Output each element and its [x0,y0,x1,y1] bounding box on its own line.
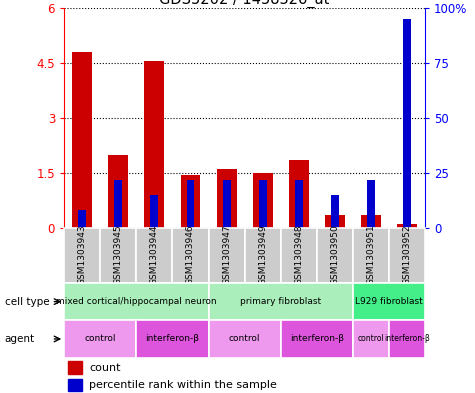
Bar [209,228,245,283]
Bar [180,175,200,228]
Bar [223,180,230,228]
Text: GSM1303947: GSM1303947 [222,224,231,285]
Text: GSM1303945: GSM1303945 [114,224,123,285]
Bar [367,180,375,228]
Bar [389,320,425,358]
Bar [68,379,82,391]
Bar [397,224,417,228]
Text: agent: agent [5,334,35,344]
Text: primary fibroblast: primary fibroblast [240,297,321,306]
Bar [361,215,381,228]
Bar [100,228,136,283]
Title: GDS5202 / 1458326_at: GDS5202 / 1458326_at [160,0,330,8]
Bar [78,210,86,228]
Bar [253,173,273,228]
Bar [325,215,345,228]
Text: count: count [89,362,121,373]
Text: percentile rank within the sample: percentile rank within the sample [89,380,277,390]
Text: interferon-β: interferon-β [145,334,200,343]
Bar [151,195,158,228]
Bar [281,228,317,283]
Bar [68,361,82,373]
Bar [144,61,164,228]
Bar [353,320,389,358]
Bar [245,228,281,283]
Text: L929 fibroblast: L929 fibroblast [355,297,423,306]
Text: GSM1303943: GSM1303943 [78,224,86,285]
Text: GSM1303950: GSM1303950 [331,224,339,285]
Bar [331,195,339,228]
Text: GSM1303946: GSM1303946 [186,224,195,285]
Text: cell type: cell type [5,297,49,307]
Bar [389,228,425,283]
Text: control: control [85,334,116,343]
Text: control: control [358,334,384,343]
Bar [64,320,136,358]
Bar [403,19,411,228]
Bar [64,228,100,283]
Bar [353,283,425,320]
Text: GSM1303951: GSM1303951 [367,224,375,285]
Bar [136,320,209,358]
Bar [209,283,353,320]
Bar [108,154,128,228]
Bar [64,283,209,320]
Bar [114,180,122,228]
Text: GSM1303944: GSM1303944 [150,224,159,285]
Bar [187,180,194,228]
Bar [172,228,209,283]
Bar [353,228,389,283]
Text: GSM1303949: GSM1303949 [258,224,267,285]
Bar [259,180,266,228]
Bar [281,320,353,358]
Bar [289,160,309,228]
Bar [209,320,281,358]
Bar [317,228,353,283]
Text: GSM1303952: GSM1303952 [403,224,411,285]
Bar [295,180,303,228]
Text: mixed cortical/hippocampal neuron: mixed cortical/hippocampal neuron [56,297,217,306]
Text: control: control [229,334,260,343]
Bar [136,228,172,283]
Text: interferon-β: interferon-β [384,334,430,343]
Text: interferon-β: interferon-β [290,334,344,343]
Text: GSM1303948: GSM1303948 [294,224,303,285]
Bar [217,169,237,228]
Bar [72,52,92,228]
